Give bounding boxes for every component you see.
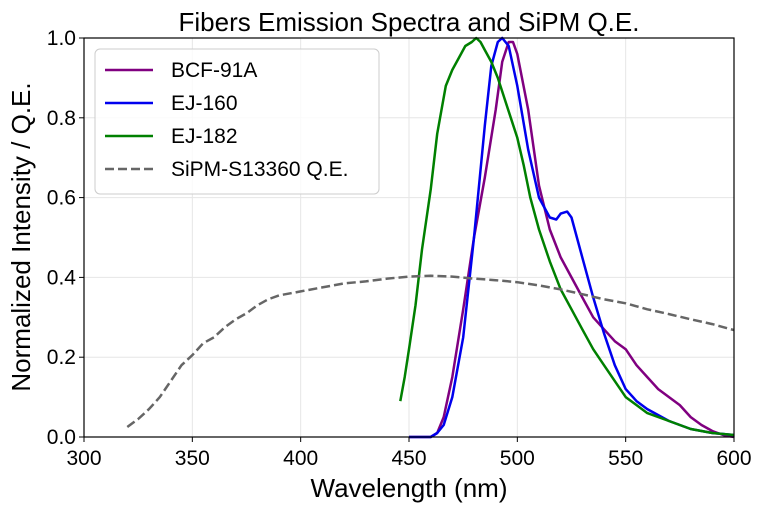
series-line-ej-182 (399, 36, 735, 437)
y-tick-label: 0.0 (47, 426, 76, 449)
x-tick-label: 300 (66, 447, 101, 470)
x-tick-label: 450 (391, 447, 426, 470)
series-layer (126, 36, 735, 439)
y-tick-label: 0.6 (47, 187, 76, 210)
series-line-ej-160 (409, 36, 735, 439)
x-tick-label: 500 (500, 447, 535, 470)
y-tick-label: 1.0 (47, 27, 76, 50)
chart-title: Fibers Emission Spectra and SiPM Q.E. (179, 7, 640, 37)
series-line-bcf-91a (409, 40, 735, 439)
legend-label-sipm-s13360-q-e: SiPM-S13360 Q.E. (171, 158, 348, 181)
y-tick-label: 0.4 (47, 266, 77, 289)
x-tick-label: 550 (608, 447, 643, 470)
legend: BCF-91A EJ-160 EJ-182 SiPM-S13360 Q.E. (94, 48, 380, 195)
legend-label-ej-160: EJ-160 (171, 92, 238, 115)
legend-label-bcf-91a: BCF-91A (171, 59, 257, 82)
x-axis: 300 350 400 450 500 550 600 (66, 437, 752, 470)
y-axis: 0.0 0.2 0.4 0.6 0.8 1.0 (47, 27, 84, 449)
x-axis-label: Wavelength (nm) (311, 473, 508, 503)
series-line-sipm-s13360-q-e (126, 274, 735, 429)
legend-label-ej-182: EJ-182 (171, 125, 238, 148)
y-tick-label: 0.2 (47, 346, 76, 369)
x-tick-label: 600 (716, 447, 751, 470)
y-axis-label: Normalized Intensity / Q.E. (6, 82, 36, 391)
legend-box (94, 48, 380, 195)
y-tick-label: 0.8 (47, 107, 76, 130)
x-tick-label: 400 (283, 447, 318, 470)
x-tick-label: 350 (175, 447, 210, 470)
